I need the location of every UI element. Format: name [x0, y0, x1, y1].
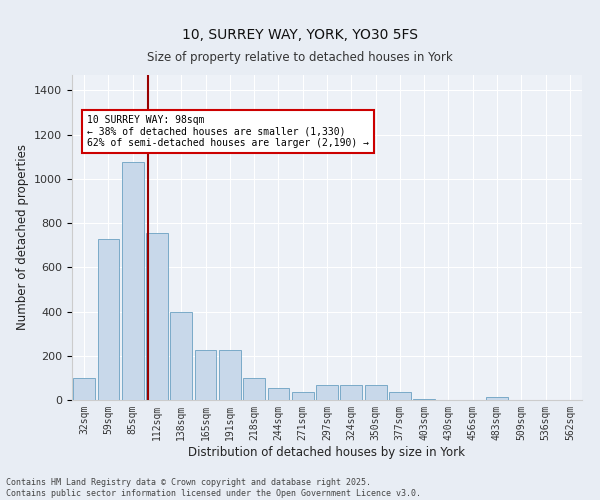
- Bar: [219, 350, 241, 400]
- Text: 10, SURREY WAY, YORK, YO30 5FS: 10, SURREY WAY, YORK, YO30 5FS: [182, 28, 418, 42]
- Bar: [340, 384, 362, 400]
- Bar: [146, 233, 168, 400]
- Bar: [194, 350, 217, 400]
- Bar: [413, 399, 435, 400]
- Bar: [97, 238, 119, 400]
- Bar: [122, 162, 143, 400]
- Bar: [292, 392, 314, 400]
- Bar: [73, 378, 95, 400]
- Y-axis label: Number of detached properties: Number of detached properties: [16, 144, 29, 330]
- X-axis label: Distribution of detached houses by size in York: Distribution of detached houses by size …: [188, 446, 466, 458]
- Bar: [486, 396, 508, 400]
- Bar: [243, 378, 265, 400]
- Bar: [365, 384, 386, 400]
- Bar: [268, 388, 289, 400]
- Bar: [316, 384, 338, 400]
- Bar: [389, 392, 411, 400]
- Bar: [170, 312, 192, 400]
- Text: Size of property relative to detached houses in York: Size of property relative to detached ho…: [147, 51, 453, 64]
- Text: Contains HM Land Registry data © Crown copyright and database right 2025.
Contai: Contains HM Land Registry data © Crown c…: [6, 478, 421, 498]
- Text: 10 SURREY WAY: 98sqm
← 38% of detached houses are smaller (1,330)
62% of semi-de: 10 SURREY WAY: 98sqm ← 38% of detached h…: [87, 115, 369, 148]
